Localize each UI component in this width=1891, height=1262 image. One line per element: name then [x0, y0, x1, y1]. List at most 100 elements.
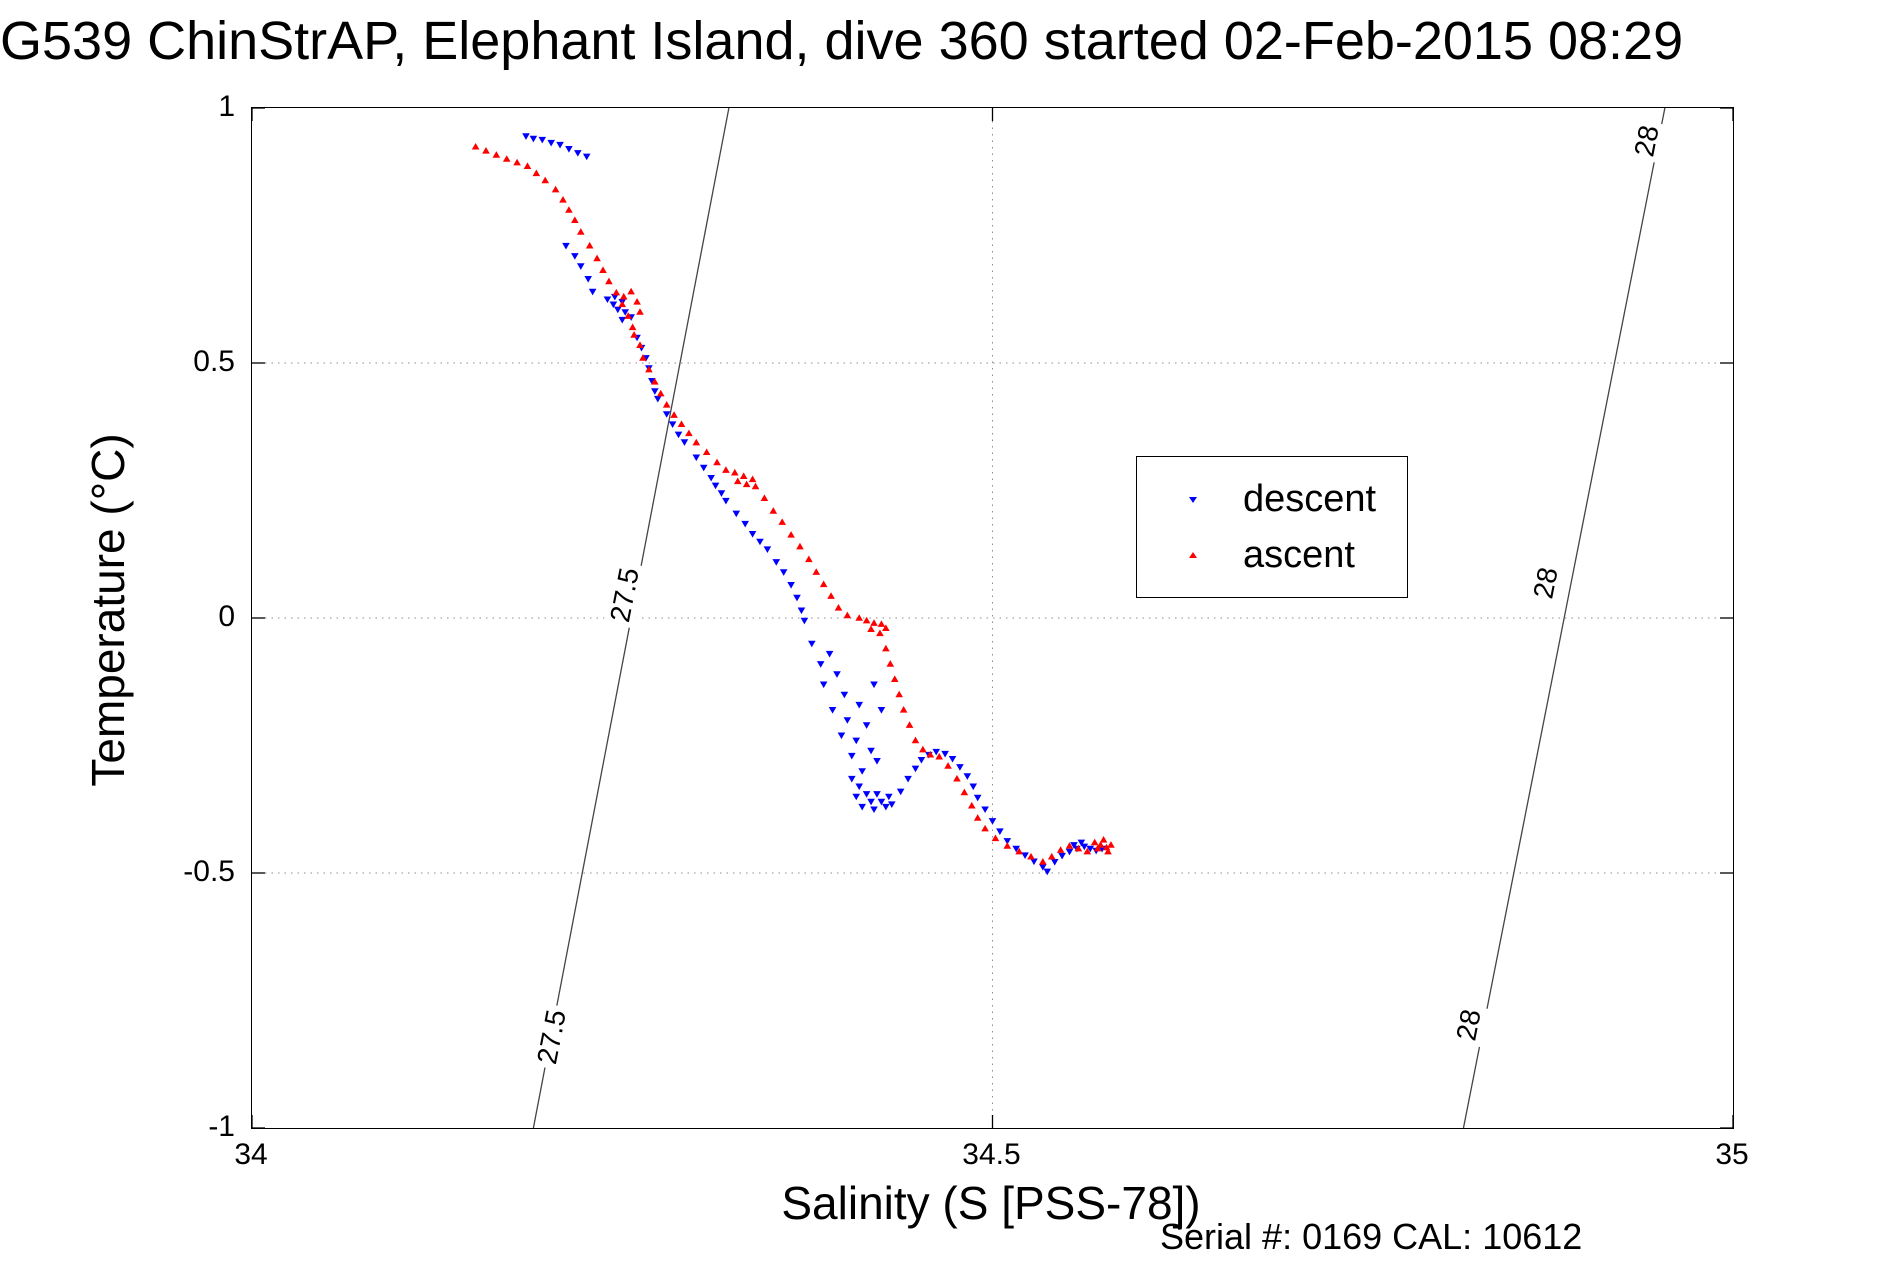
- ascent-point: [867, 625, 875, 633]
- ascent-point: [967, 801, 976, 809]
- descent-point: [717, 490, 726, 497]
- descent-point: [819, 681, 828, 689]
- descent-point: [932, 748, 941, 756]
- ascent-point: [627, 287, 635, 295]
- ascent-point: [960, 788, 969, 796]
- ascent-point: [492, 151, 501, 158]
- descent-point: [588, 288, 597, 296]
- descent-point: [956, 764, 964, 771]
- descent-point: [855, 783, 864, 791]
- ascent-point: [585, 241, 594, 249]
- ascent-point: [882, 624, 890, 631]
- ascent-point: [731, 468, 739, 476]
- descent-point: [1050, 858, 1059, 866]
- ascent-point: [953, 774, 961, 782]
- ascent-point: [1090, 838, 1099, 846]
- legend-label-descent: descent: [1243, 478, 1377, 520]
- ascent-point: [670, 411, 678, 418]
- x-tick-label: 34.5: [962, 1138, 1021, 1171]
- ascent-point: [612, 288, 621, 296]
- descent-point: [621, 309, 630, 316]
- contour-label: 28: [1526, 560, 1566, 606]
- descent-point: [538, 136, 547, 144]
- descent-point: [800, 617, 809, 625]
- ascent-point: [733, 477, 742, 485]
- ascent-point: [619, 292, 628, 300]
- ascent-point: [870, 619, 878, 626]
- ascent-point: [787, 531, 795, 538]
- descent-point: [562, 242, 570, 250]
- descent-point: [808, 640, 816, 648]
- descent-point: [565, 146, 573, 153]
- ascent-point: [513, 158, 521, 166]
- ascent-point: [944, 762, 952, 769]
- descent-point: [1070, 842, 1078, 849]
- descent-point: [887, 801, 896, 808]
- ascent-point: [628, 323, 637, 331]
- y-tick-label: -0.5: [183, 855, 235, 888]
- descent-point: [699, 464, 708, 472]
- ascent-point: [827, 592, 835, 599]
- ascent-point: [812, 568, 821, 575]
- descent-point: [1058, 852, 1066, 860]
- descent-point: [556, 141, 564, 149]
- descent-point: [867, 798, 875, 806]
- descent-point: [576, 263, 585, 270]
- ascent-point: [877, 620, 886, 627]
- descent-point: [843, 717, 852, 724]
- ascent-point: [760, 494, 769, 501]
- descent-point: [963, 773, 972, 780]
- descent-point: [852, 737, 861, 745]
- legend-item-descent: descent: [1137, 480, 1407, 518]
- descent-point: [797, 607, 806, 615]
- legend-item-ascent: ascent: [1137, 536, 1407, 574]
- ascent-point: [565, 206, 573, 213]
- ascent-point: [532, 169, 541, 177]
- descent-point: [870, 806, 878, 814]
- descent-point: [837, 732, 846, 740]
- descent-point: [582, 153, 591, 161]
- ascent-point: [1107, 841, 1115, 848]
- descent-point: [748, 531, 757, 538]
- descent-point: [833, 671, 841, 678]
- ascent-point: [645, 365, 653, 373]
- descent-point: [609, 301, 618, 309]
- descent-point: [529, 135, 538, 143]
- descent-point: [840, 691, 849, 699]
- ascent-point: [926, 750, 935, 758]
- plot-canvas: [252, 108, 1733, 1128]
- ascent-point: [981, 824, 989, 832]
- descent-point: [1039, 864, 1047, 871]
- descent-point: [873, 791, 881, 798]
- descent-point: [779, 569, 788, 576]
- ascent-point: [639, 354, 647, 361]
- descent-point: [648, 378, 656, 385]
- ascent-point: [702, 448, 711, 456]
- ascent-point: [1093, 844, 1102, 852]
- ascent-point: [882, 644, 890, 652]
- descent-point: [618, 316, 627, 324]
- ascent-point: [559, 196, 567, 203]
- y-tick-label: 0: [218, 600, 235, 633]
- legend-label-ascent: ascent: [1243, 534, 1355, 576]
- ascent-point: [541, 176, 550, 184]
- ascent-point: [886, 660, 895, 667]
- ascent-point: [1027, 852, 1035, 860]
- descent-point: [896, 788, 905, 796]
- chart-title: G539 ChinStrAP, Elephant Island, dive 36…: [0, 11, 1684, 71]
- ascent-point: [571, 216, 579, 223]
- ascent-point: [1039, 857, 1047, 865]
- descent-point: [969, 783, 978, 791]
- ascent-point: [862, 616, 871, 624]
- ascent-point: [471, 142, 480, 150]
- descent-point: [877, 798, 886, 806]
- ascent-point: [651, 378, 659, 385]
- ascent-point: [1074, 844, 1083, 852]
- legend: descent ascent: [1136, 456, 1408, 598]
- descent-point: [692, 454, 701, 462]
- ascent-point: [636, 308, 644, 315]
- descent-point: [1077, 839, 1086, 847]
- ascent-point: [778, 518, 786, 525]
- ascent-point: [895, 690, 903, 698]
- descent-point: [996, 828, 1004, 835]
